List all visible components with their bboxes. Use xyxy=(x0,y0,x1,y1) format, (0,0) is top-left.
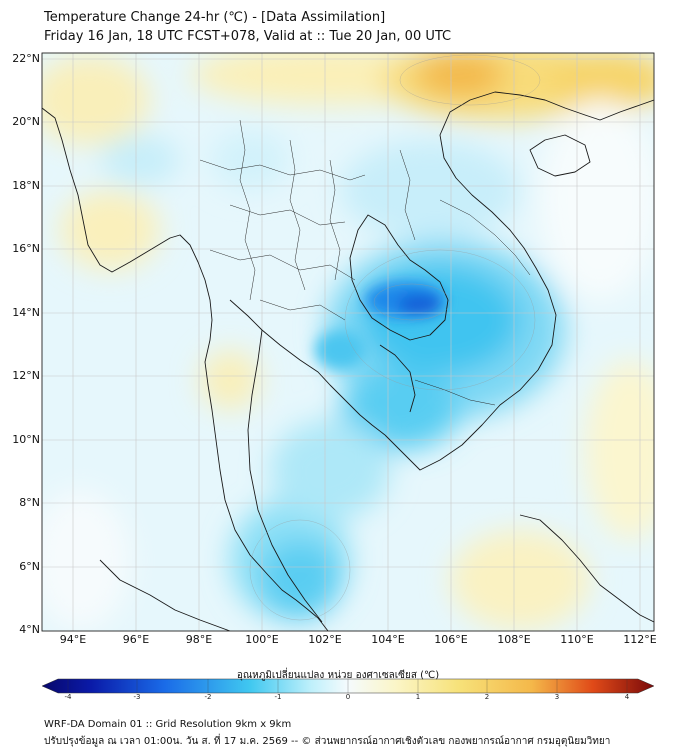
lon-label: 112°E xyxy=(623,633,657,646)
graticule xyxy=(42,53,654,631)
lat-label: 22°N xyxy=(12,52,40,65)
colorbar-tick: 2 xyxy=(484,693,490,701)
lat-label: 12°N xyxy=(12,369,40,382)
footer-update-info: ปรับปรุงข้อมูล ณ เวลา 01:00น. วัน ส. ที่… xyxy=(44,736,611,747)
lat-label: 16°N xyxy=(12,242,40,255)
colorbar-tick: 4 xyxy=(624,693,630,701)
map-subtitle: Friday 16 Jan, 18 UTC FCST+078, Valid at… xyxy=(44,29,452,44)
lat-label: 4°N xyxy=(19,623,40,636)
temperature-field xyxy=(42,53,654,631)
lat-label: 14°N xyxy=(12,306,40,319)
map-title: Temperature Change 24-hr (℃) - [Data Ass… xyxy=(44,10,386,25)
map-frame xyxy=(41,52,655,632)
colorbar-tick: 1 xyxy=(415,693,421,701)
lat-label: 20°N xyxy=(12,115,40,128)
lat-label: 8°N xyxy=(19,496,40,509)
colorbar-tick: -1 xyxy=(274,693,282,701)
colorbar-tick: -4 xyxy=(64,693,72,701)
lat-label: 6°N xyxy=(19,560,40,573)
lon-label: 102°E xyxy=(308,633,342,646)
lon-label: 110°E xyxy=(560,633,594,646)
lat-label: 18°N xyxy=(12,179,40,192)
coastlines xyxy=(42,91,654,631)
lon-label: 100°E xyxy=(245,633,279,646)
lon-label: 96°E xyxy=(122,633,150,646)
lon-label: 104°E xyxy=(371,633,405,646)
footer-model-info: WRF-DA Domain 01 :: Grid Resolution 9km … xyxy=(44,719,292,730)
lon-label: 106°E xyxy=(434,633,468,646)
lon-label: 108°E xyxy=(497,633,531,646)
colorbar-tick: -2 xyxy=(204,693,212,701)
colorbar-tick: -3 xyxy=(133,693,141,701)
colorbar-tick: 3 xyxy=(554,693,560,701)
province-borders xyxy=(199,119,531,406)
colorbar xyxy=(41,678,655,694)
lat-label: 10°N xyxy=(12,433,40,446)
lon-label: 94°E xyxy=(59,633,87,646)
lon-label: 98°E xyxy=(185,633,213,646)
colorbar-title: อุณหภูมิเปลี่ยนแปลง หน่วย องศาเซลเซียส (… xyxy=(236,670,440,681)
colorbar-tick: 0 xyxy=(345,693,351,701)
